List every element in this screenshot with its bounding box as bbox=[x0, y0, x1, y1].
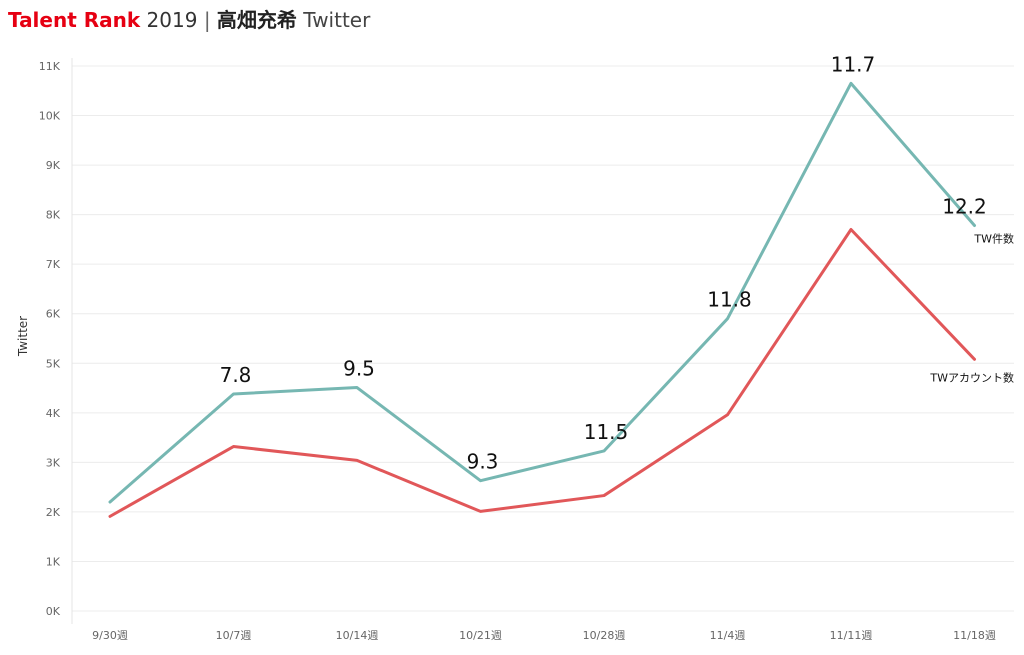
x-tick-label: 10/14週 bbox=[336, 629, 379, 642]
y-axis-title: Twitter bbox=[16, 316, 30, 357]
y-tick-label: 9K bbox=[46, 159, 61, 172]
x-tick-label: 11/18週 bbox=[953, 629, 996, 642]
series-name-label: TW件数 bbox=[973, 233, 1014, 246]
talent-name: 高畑充希 bbox=[216, 8, 297, 32]
y-tick-label: 7K bbox=[46, 258, 61, 271]
data-label: 9.5 bbox=[343, 357, 375, 381]
series-line bbox=[108, 81, 976, 504]
data-label: 11.7 bbox=[831, 52, 876, 76]
y-tick-label: 0K bbox=[46, 605, 61, 618]
data-label: 12.2 bbox=[942, 195, 987, 219]
y-tick-label: 2K bbox=[46, 506, 61, 519]
data-labels: TW件数 7.8 9.5 9.3 11.5 11.8 11.7 12.2 TWアカウント数 bbox=[220, 52, 1014, 473]
x-axis-ticks: 9/30週 10/7週 10/14週 10/21週 10/28週 11/4週 11/11週 1… bbox=[92, 629, 996, 642]
y-tick-label: 4K bbox=[46, 407, 61, 420]
series-lines bbox=[108, 81, 976, 518]
title-year: 2019 bbox=[146, 8, 198, 32]
x-tick-label: 10/7週 bbox=[216, 629, 252, 642]
data-label: 9.3 bbox=[467, 450, 499, 474]
y-axis-ticks: 0K 1K 2K 3K 4K 5K 6K 7K 8K 9K 10K 11K bbox=[39, 60, 61, 618]
y-tick-label: 1K bbox=[46, 555, 61, 568]
title-separator: | bbox=[203, 8, 211, 32]
y-tick-label: 6K bbox=[46, 308, 61, 321]
y-tick-label: 3K bbox=[46, 456, 61, 469]
y-tick-label: 11K bbox=[39, 60, 61, 73]
x-tick-label: 11/11週 bbox=[830, 629, 873, 642]
y-tick-label: 8K bbox=[46, 209, 61, 222]
page-title: Talent Rank 2019 | 高畑充希 Twitter bbox=[8, 6, 370, 34]
brand-name: Talent Rank bbox=[8, 8, 141, 32]
x-tick-label: 10/28週 bbox=[583, 629, 626, 642]
platform-name: Twitter bbox=[303, 8, 371, 32]
x-tick-label: 9/30週 bbox=[92, 629, 128, 642]
data-label: 11.5 bbox=[584, 420, 629, 444]
y-tick-label: 5K bbox=[46, 357, 61, 370]
x-tick-label: 10/21週 bbox=[459, 629, 502, 642]
gridlines bbox=[71, 58, 1014, 624]
series-name-label: TWアカウント数 bbox=[929, 371, 1014, 384]
data-label: 7.8 bbox=[220, 363, 252, 387]
series-line bbox=[108, 228, 976, 518]
data-label: 11.8 bbox=[707, 288, 752, 312]
y-tick-label: 10K bbox=[39, 110, 61, 123]
x-tick-label: 11/4週 bbox=[710, 629, 746, 642]
